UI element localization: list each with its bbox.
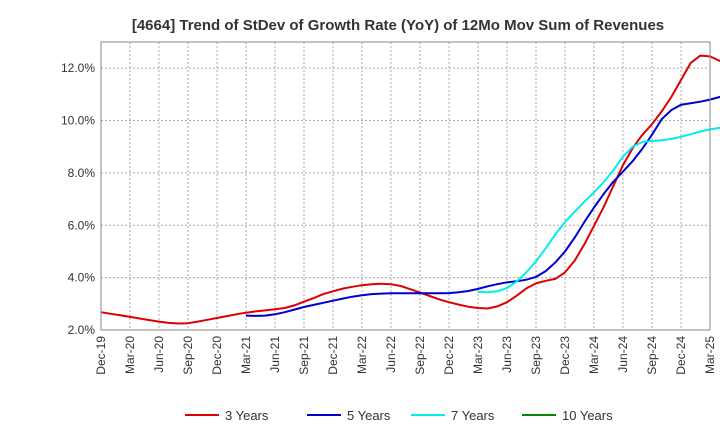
x-tick-label: Dec-24 bbox=[674, 336, 688, 375]
series-line-7-years bbox=[477, 126, 720, 294]
x-tick-label: Dec-20 bbox=[210, 336, 224, 375]
x-tick-label: Jun-20 bbox=[152, 336, 166, 373]
y-tick-label: 12.0% bbox=[61, 61, 95, 75]
x-tick-label: Jun-24 bbox=[616, 336, 630, 373]
x-tick-label: Mar-24 bbox=[587, 336, 601, 374]
grid-lines bbox=[101, 42, 710, 330]
x-tick-label: Dec-23 bbox=[558, 336, 572, 375]
x-tick-label: Dec-22 bbox=[442, 336, 456, 375]
x-tick-label: Mar-20 bbox=[123, 336, 137, 374]
x-tick-label: Sep-23 bbox=[529, 336, 543, 375]
x-tick-label: Jun-21 bbox=[268, 336, 282, 373]
series-line-3-years bbox=[100, 54, 720, 325]
x-tick-label: Sep-22 bbox=[413, 336, 427, 375]
x-tick-label: Mar-25 bbox=[703, 336, 717, 374]
x-tick-label: Mar-21 bbox=[239, 336, 253, 374]
x-tick-label: Sep-24 bbox=[645, 336, 659, 375]
x-tick-label: Mar-23 bbox=[471, 336, 485, 374]
series-line-5-years bbox=[245, 95, 720, 317]
x-tick-label: Sep-20 bbox=[181, 336, 195, 375]
x-tick-label: Jun-22 bbox=[384, 336, 398, 373]
x-tick-label: Dec-19 bbox=[94, 336, 108, 375]
axis-ticks: 2.0% 4.0% 6.0% 8.0% 10.0% 12.0% Dec-19 Mar-20 Ju… bbox=[61, 61, 717, 375]
legend: 3 Years 5 Years 7 Years 10 Years bbox=[185, 408, 613, 423]
chart-title: [4664] Trend of StDev of Growth Rate (Yo… bbox=[132, 17, 664, 34]
y-tick-label: 10.0% bbox=[61, 114, 95, 128]
y-tick-label: 4.0% bbox=[68, 271, 96, 285]
plot-frame bbox=[100, 41, 711, 331]
x-tick-label: Dec-21 bbox=[326, 336, 340, 375]
x-tick-label: Sep-21 bbox=[297, 336, 311, 375]
x-tick-label: Jun-23 bbox=[500, 336, 514, 373]
series-lines bbox=[100, 54, 720, 325]
x-tick-label: Mar-22 bbox=[355, 336, 369, 374]
legend-label-7-years: 7 Years bbox=[451, 408, 495, 423]
legend-label-3-years: 3 Years bbox=[225, 408, 269, 423]
plot-area bbox=[101, 42, 710, 330]
legend-label-10-years: 10 Years bbox=[562, 408, 613, 423]
legend-label-5-years: 5 Years bbox=[347, 408, 391, 423]
y-tick-label: 2.0% bbox=[68, 323, 96, 337]
y-tick-label: 8.0% bbox=[68, 166, 96, 180]
y-tick-label: 6.0% bbox=[68, 218, 96, 232]
